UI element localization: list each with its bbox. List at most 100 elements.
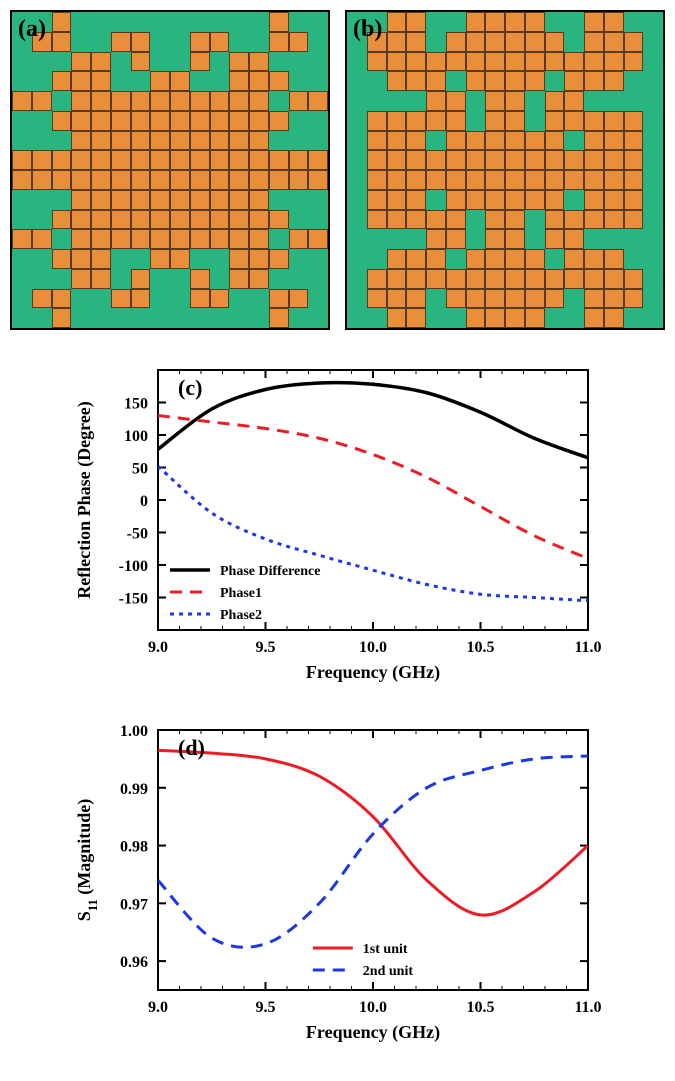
grid-cell bbox=[485, 111, 505, 131]
grid-cell bbox=[289, 269, 309, 289]
chart-c: 9.09.510.010.511.0-150-100-50050100150Fr… bbox=[68, 350, 608, 690]
grid-cell bbox=[347, 308, 367, 328]
grid-cell bbox=[150, 131, 170, 151]
svg-text:9.5: 9.5 bbox=[255, 999, 275, 1016]
grid-cell bbox=[387, 52, 407, 72]
grid-cell bbox=[91, 308, 111, 328]
grid-cell bbox=[249, 91, 269, 111]
svg-text:-150: -150 bbox=[118, 591, 147, 608]
grid-cell bbox=[71, 131, 91, 151]
grid-cell bbox=[308, 210, 328, 230]
grid-cell bbox=[289, 131, 309, 151]
grid-cell bbox=[406, 52, 426, 72]
grid-cell bbox=[387, 32, 407, 52]
grid-cell bbox=[12, 52, 32, 72]
grid-cell bbox=[584, 170, 604, 190]
grid-cell bbox=[131, 52, 151, 72]
grid-cell bbox=[485, 12, 505, 32]
grid-cell bbox=[131, 249, 151, 269]
grid-cell bbox=[604, 170, 624, 190]
grid-cell bbox=[387, 229, 407, 249]
grid-cell bbox=[190, 170, 210, 190]
grid-cell bbox=[505, 71, 525, 91]
grid-cell bbox=[12, 71, 32, 91]
grid-cell bbox=[367, 71, 387, 91]
grid-cell bbox=[52, 12, 72, 32]
grid-cell bbox=[505, 12, 525, 32]
grid-cell bbox=[32, 210, 52, 230]
grid-cell bbox=[71, 32, 91, 52]
grid-cell bbox=[545, 229, 565, 249]
grid-cell bbox=[190, 150, 210, 170]
grid-cell bbox=[387, 131, 407, 151]
grid-cell bbox=[190, 52, 210, 72]
svg-text:Phase1: Phase1 bbox=[220, 586, 262, 601]
grid-cell bbox=[12, 91, 32, 111]
grid-cell bbox=[505, 52, 525, 72]
grid-cell bbox=[150, 52, 170, 72]
grid-cell bbox=[466, 289, 486, 309]
grid-cell bbox=[525, 210, 545, 230]
grid-cell bbox=[604, 111, 624, 131]
grid-cell bbox=[91, 210, 111, 230]
grid-cell bbox=[210, 131, 230, 151]
grid-cell bbox=[545, 249, 565, 269]
grid-cell bbox=[387, 308, 407, 328]
svg-text:11.0: 11.0 bbox=[574, 639, 601, 656]
grid-cell bbox=[624, 210, 644, 230]
grid-cell bbox=[150, 150, 170, 170]
grid-cell bbox=[446, 91, 466, 111]
svg-text:0.97: 0.97 bbox=[120, 896, 148, 913]
grid-cell bbox=[466, 249, 486, 269]
grid-cell bbox=[289, 210, 309, 230]
grid-cell bbox=[229, 32, 249, 52]
grid-cell bbox=[347, 210, 367, 230]
grid-cell bbox=[269, 170, 289, 190]
svg-text:10.5: 10.5 bbox=[466, 999, 494, 1016]
grid-cell bbox=[91, 150, 111, 170]
grid-cell bbox=[91, 190, 111, 210]
grid-cell bbox=[604, 210, 624, 230]
grid-cell bbox=[643, 190, 663, 210]
grid-cell bbox=[446, 190, 466, 210]
grid-cell bbox=[643, 289, 663, 309]
grid-cell bbox=[446, 269, 466, 289]
grid-cell bbox=[466, 32, 486, 52]
grid-cell bbox=[406, 91, 426, 111]
grid-cell bbox=[643, 269, 663, 289]
grid-cell bbox=[52, 52, 72, 72]
grid-cell bbox=[71, 249, 91, 269]
grid-cell bbox=[210, 150, 230, 170]
top-panels-row: (a) (b) bbox=[10, 10, 665, 330]
grid-cell bbox=[91, 131, 111, 151]
grid-cell bbox=[190, 91, 210, 111]
grid-cell bbox=[210, 91, 230, 111]
grid-cell bbox=[170, 308, 190, 328]
grid-cell bbox=[367, 249, 387, 269]
grid-cell bbox=[525, 229, 545, 249]
grid-cell bbox=[367, 210, 387, 230]
grid-cell bbox=[643, 308, 663, 328]
grid-cell bbox=[308, 32, 328, 52]
grid-cell bbox=[249, 229, 269, 249]
grid-cell bbox=[308, 12, 328, 32]
grid-cell bbox=[12, 289, 32, 309]
grid-cell bbox=[545, 91, 565, 111]
svg-text:10.0: 10.0 bbox=[359, 999, 387, 1016]
grid-cell bbox=[564, 229, 584, 249]
grid-cell bbox=[269, 32, 289, 52]
grid-cell bbox=[426, 111, 446, 131]
grid-cell bbox=[485, 229, 505, 249]
grid-cell bbox=[505, 289, 525, 309]
grid-cell bbox=[466, 170, 486, 190]
grid-cell bbox=[347, 289, 367, 309]
grid-cell bbox=[210, 308, 230, 328]
grid-cell bbox=[387, 150, 407, 170]
grid-cell bbox=[564, 52, 584, 72]
grid-cell bbox=[367, 229, 387, 249]
grid-cell bbox=[32, 111, 52, 131]
svg-text:2nd unit: 2nd unit bbox=[362, 964, 413, 979]
grid-cell bbox=[289, 91, 309, 111]
grid-cell bbox=[584, 190, 604, 210]
grid-cell bbox=[150, 190, 170, 210]
